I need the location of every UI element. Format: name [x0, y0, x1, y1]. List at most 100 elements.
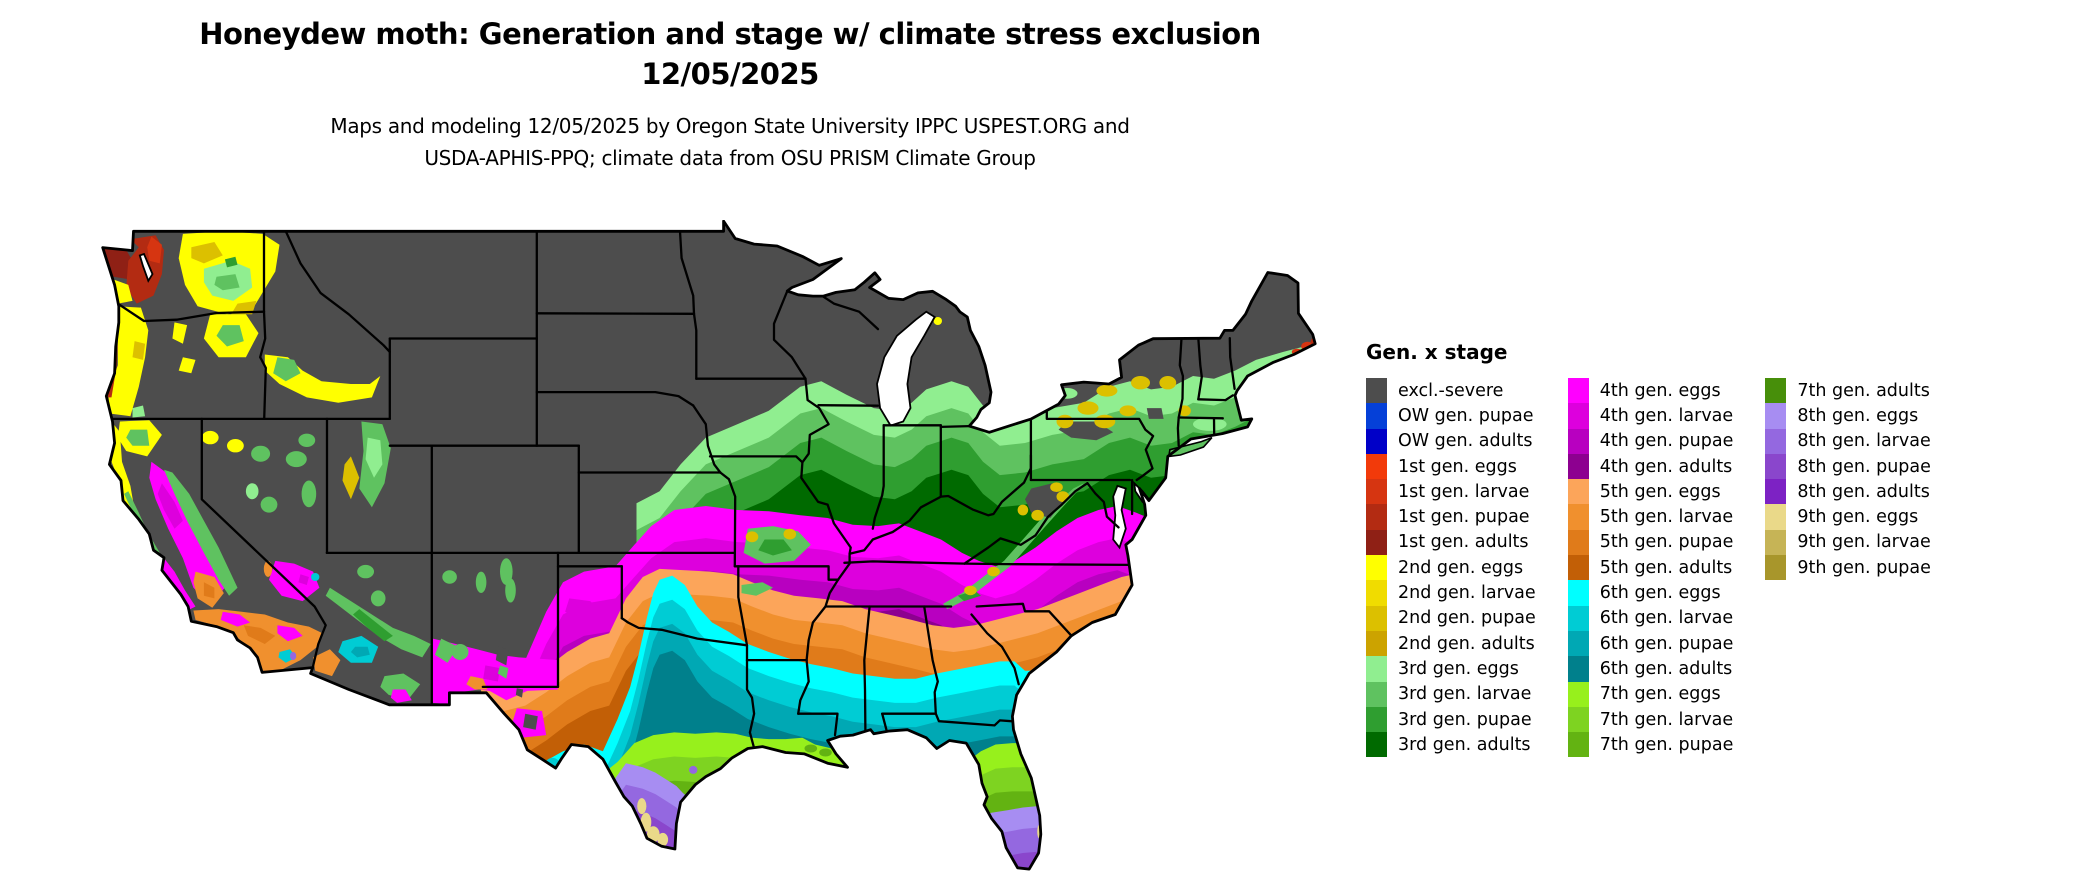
- legend-label: 9th gen. larvae: [1797, 532, 1931, 553]
- legend-label: 3rd gen. adults: [1398, 734, 1531, 755]
- legend-item: 6th gen. eggs: [1567, 580, 1734, 606]
- legend-swatch: [1567, 453, 1589, 480]
- legend-item: excl.-severe: [1366, 378, 1536, 404]
- legend-swatch: [1567, 428, 1589, 454]
- legend-label: 2nd gen. eggs: [1398, 557, 1524, 578]
- legend-item: 9th gen. eggs: [1765, 504, 1931, 530]
- legend-title: Gen. x stage: [1366, 340, 1508, 364]
- us-generation-stage-map: [101, 220, 1317, 871]
- legend-label: 6th gen. pupae: [1599, 633, 1734, 654]
- legend-swatch: [1366, 656, 1387, 682]
- legend-label: 3rd gen. pupae: [1398, 709, 1532, 730]
- legend-label: 8th gen. larvae: [1797, 431, 1931, 452]
- legend-label: 7th gen. larvae: [1599, 709, 1734, 730]
- legend-swatch: [1567, 681, 1589, 707]
- legend-swatch: [1765, 403, 1787, 429]
- legend-label: 5th gen. adults: [1599, 557, 1733, 578]
- legend-item: 7th gen. larvae: [1567, 706, 1734, 733]
- legend-item: 4th gen. eggs: [1567, 378, 1734, 404]
- legend-label: 7th gen. eggs: [1599, 684, 1721, 705]
- legend-swatch: [1567, 504, 1589, 530]
- legend-item: 3rd gen. pupae: [1366, 706, 1536, 733]
- legend-label: OW gen. pupae: [1398, 405, 1534, 426]
- legend-label: 7th gen. adults: [1797, 380, 1930, 401]
- legend-item: 8th gen. eggs: [1765, 403, 1931, 429]
- legend-label: 3rd gen. larvae: [1398, 684, 1532, 705]
- legend-swatch: [1366, 555, 1387, 581]
- legend-item: 2nd gen. eggs: [1366, 555, 1536, 581]
- legend-swatch: [1366, 605, 1387, 631]
- legend-item: 7th gen. pupae: [1567, 732, 1734, 758]
- legend-swatch: [1366, 378, 1387, 404]
- legend-swatch: [1366, 681, 1387, 707]
- legend-swatch: [1366, 630, 1387, 657]
- legend-item: 8th gen. adults: [1765, 479, 1931, 505]
- legend-label: 5th gen. eggs: [1599, 481, 1721, 502]
- legend-swatch: [1765, 378, 1787, 404]
- legend-label: 1st gen. adults: [1398, 532, 1529, 553]
- legend: Gen. x stage excl.-severe OW gen. pupae OW…: [1366, 340, 2086, 758]
- legend-item: 7th gen. adults: [1765, 378, 1931, 404]
- legend-item: 1st gen. pupae: [1366, 504, 1536, 530]
- legend-swatch: [1567, 403, 1589, 429]
- legend-label: 6th gen. adults: [1599, 658, 1733, 679]
- legend-label: OW gen. adults: [1398, 431, 1533, 452]
- legend-item: 8th gen. pupae: [1765, 453, 1931, 480]
- legend-swatch: [1366, 529, 1387, 556]
- legend-label: 4th gen. eggs: [1599, 380, 1721, 401]
- legend-label: 1st gen. larvae: [1398, 481, 1530, 502]
- legend-swatch: [1567, 555, 1589, 581]
- legend-label: 6th gen. larvae: [1599, 608, 1734, 629]
- legend-label: 5th gen. larvae: [1599, 507, 1734, 528]
- legend-swatch: [1765, 428, 1787, 454]
- legend-item: 6th gen. adults: [1567, 656, 1734, 682]
- legend-label: 1st gen. eggs: [1398, 456, 1517, 477]
- legend-swatch: [1366, 706, 1387, 733]
- legend-swatch: [1366, 504, 1387, 530]
- legend-swatch: [1567, 630, 1589, 657]
- legend-swatch: [1765, 555, 1787, 581]
- legend-label: 3rd gen. eggs: [1398, 658, 1519, 679]
- legend-item: 3rd gen. larvae: [1366, 681, 1536, 707]
- legend-swatch: [1765, 504, 1787, 530]
- legend-label: 7th gen. pupae: [1599, 734, 1734, 755]
- legend-label: 2nd gen. adults: [1398, 633, 1535, 654]
- legend-swatch: [1366, 580, 1387, 606]
- figure-header: Honeydew moth: Generation and stage w/ c…: [0, 14, 1460, 174]
- legend-label: 2nd gen. pupae: [1398, 608, 1536, 629]
- legend-swatch: [1567, 378, 1589, 404]
- legend-item: 9th gen. larvae: [1765, 529, 1931, 556]
- legend-swatch: [1765, 529, 1787, 556]
- legend-item: 2nd gen. pupae: [1366, 605, 1536, 631]
- legend-label: 9th gen. eggs: [1797, 507, 1919, 528]
- legend-label: 9th gen. pupae: [1797, 557, 1931, 578]
- legend-item: 1st gen. eggs: [1366, 453, 1536, 480]
- legend-item: 5th gen. eggs: [1567, 479, 1734, 505]
- legend-swatch: [1567, 479, 1589, 505]
- legend-swatch: [1567, 529, 1589, 556]
- legend-label: 4th gen. adults: [1599, 456, 1733, 477]
- legend-item: 9th gen. pupae: [1765, 555, 1931, 581]
- map-date: 12/05/2025: [641, 57, 819, 91]
- legend-label: 4th gen. pupae: [1599, 431, 1734, 452]
- legend-swatch: [1366, 732, 1387, 758]
- legend-item: 5th gen. pupae: [1567, 529, 1734, 556]
- legend-swatch: [1567, 580, 1589, 606]
- legend-swatch: [1366, 403, 1387, 429]
- legend-item: 2nd gen. adults: [1366, 630, 1536, 657]
- legend-item: 4th gen. adults: [1567, 453, 1734, 480]
- legend-label: 5th gen. pupae: [1599, 532, 1734, 553]
- legend-swatch: [1765, 479, 1787, 505]
- legend-swatch: [1366, 428, 1387, 454]
- legend-label: 8th gen. eggs: [1797, 405, 1919, 426]
- legend-label: 4th gen. larvae: [1599, 405, 1734, 426]
- legend-item: 8th gen. larvae: [1765, 428, 1931, 454]
- map-credit-line2: USDA-APHIS-PPQ; climate data from OSU PR…: [424, 146, 1036, 170]
- map-title: Honeydew moth: Generation and stage w/ c…: [199, 17, 1261, 51]
- legend-label: excl.-severe: [1398, 380, 1504, 401]
- legend-item: 1st gen. larvae: [1366, 479, 1536, 505]
- map-subtitle: Maps and modeling 12/05/2025 by Oregon S…: [0, 110, 1460, 174]
- legend-item: 3rd gen. eggs: [1366, 656, 1536, 682]
- legend-item: 4th gen. larvae: [1567, 403, 1734, 429]
